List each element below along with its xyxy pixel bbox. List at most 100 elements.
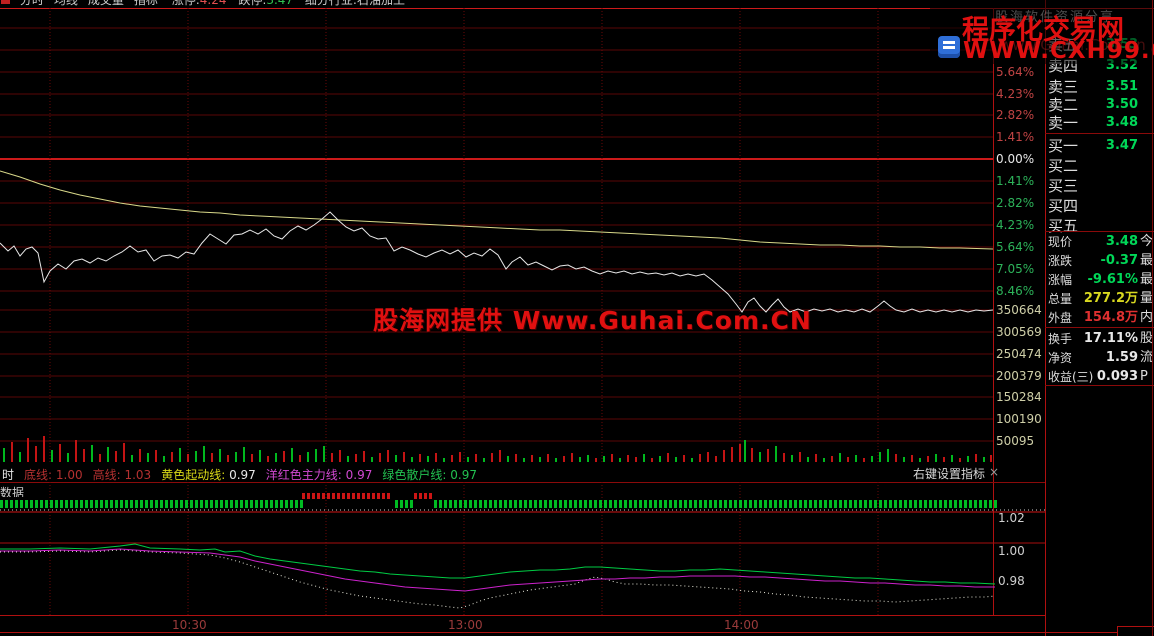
volume-bar	[759, 452, 761, 462]
volume-bar	[395, 455, 397, 462]
signal-bar-green	[405, 500, 408, 508]
quote-row-bid-4[interactable]: 买四	[1045, 197, 1154, 215]
signal-bar-green	[974, 500, 977, 508]
quote-row-net-asset[interactable]: 净资 1.59 流	[1045, 349, 1154, 367]
signal-bar-green	[819, 500, 822, 508]
menu-item-指标[interactable]: 指标	[133, 0, 158, 7]
volume-bar	[983, 457, 985, 462]
quote-row-bid-1[interactable]: 买一 3.47	[1045, 137, 1154, 155]
quote-row-ask-3[interactable]: 卖三 3.51	[1045, 78, 1154, 96]
quote-value: -9.61%	[1087, 272, 1139, 287]
signal-bar-green	[879, 500, 882, 508]
quote-label: 涨幅	[1048, 273, 1073, 287]
volume-bar	[347, 456, 349, 462]
signal-bar-green	[604, 500, 607, 508]
volume-bar	[887, 449, 889, 462]
signal-bar-red	[327, 493, 330, 499]
signal-bar-green	[200, 500, 203, 508]
quote-row-bid-2[interactable]: 买二	[1045, 157, 1154, 175]
signal-bar-green	[994, 500, 997, 508]
quote-row-total-volume[interactable]: 总量 277.2万量	[1045, 290, 1154, 308]
quote-row-change[interactable]: 涨跌 -0.37 最	[1045, 252, 1154, 270]
menu-item-分时[interactable]: 分时	[19, 0, 44, 7]
volume-bar	[339, 450, 341, 462]
signal-bar-green	[240, 500, 243, 508]
signal-bar-green	[944, 500, 947, 508]
volume-bar	[563, 456, 565, 462]
watermark-site-name: 程序化交易网	[962, 15, 1124, 46]
volume-bar	[475, 454, 477, 462]
quote-row-eps[interactable]: 收益(三) 0.093 P	[1045, 368, 1154, 386]
signal-bar-green	[569, 500, 572, 508]
volume-bar	[115, 451, 117, 462]
volume-bar	[879, 452, 881, 462]
volume-bar	[731, 447, 733, 462]
signal-bar-green	[444, 500, 447, 508]
price-axis-label: 5.64%	[996, 240, 1035, 254]
indicator-chart[interactable]	[0, 482, 1045, 615]
indicator-close-icon[interactable]: ×	[988, 465, 999, 479]
volume-bar	[539, 457, 541, 462]
volume-bar	[435, 453, 437, 462]
signal-bar-green	[829, 500, 832, 508]
signal-bar-green	[989, 500, 992, 508]
quote-row-change-pct[interactable]: 涨幅 -9.61% 最	[1045, 271, 1154, 289]
signal-bar-green	[270, 500, 273, 508]
volume-bar	[990, 455, 992, 462]
signal-bar-green	[395, 500, 398, 508]
indicator-header-divider	[0, 482, 1045, 483]
signal-bar-green	[954, 500, 957, 508]
quote-row-ask-2[interactable]: 卖二 3.50	[1045, 96, 1154, 114]
signal-bar-green	[589, 500, 592, 508]
volume-bar	[791, 455, 793, 462]
watermark-cxh99: 股海软件资源分享 www.Guhai.Com.cn 程序化交易网 WWW.CXH…	[930, 0, 1154, 64]
signal-bar-green	[10, 500, 13, 508]
signal-bar-red	[372, 493, 375, 499]
quote-row-bid-5[interactable]: 买五	[1045, 217, 1154, 235]
quote-value: 3.50	[1105, 97, 1138, 112]
volume-bar	[675, 457, 677, 462]
signal-bar-green	[979, 500, 982, 508]
signal-bar-green	[195, 500, 198, 508]
volume-bar	[499, 450, 501, 462]
volume-bar	[91, 445, 93, 462]
price-axis-label: 2.82%	[996, 108, 1035, 122]
signal-bar-red	[429, 493, 432, 499]
signal-bar-green	[35, 500, 38, 508]
signal-bar-green	[904, 500, 907, 508]
signal-bar-green	[924, 500, 927, 508]
quote-row-bid-3[interactable]: 买三	[1045, 177, 1154, 195]
quote-row-last-price[interactable]: 现价 3.48 今	[1045, 233, 1154, 251]
signal-bar-green	[654, 500, 657, 508]
quote-row-outer-volume[interactable]: 外盘 154.8万内	[1045, 309, 1154, 327]
volume-bar	[147, 453, 149, 462]
volume-bar	[715, 456, 717, 462]
menu-item-成交量[interactable]: 成交量	[87, 0, 124, 7]
volume-bar	[379, 453, 381, 462]
quote-row-turnover[interactable]: 换手 17.11% 股	[1045, 330, 1154, 348]
signal-bar-green	[524, 500, 527, 508]
signal-bar-green	[185, 500, 188, 508]
signal-bar-green	[80, 500, 83, 508]
signal-bar-green	[789, 500, 792, 508]
volume-bar	[643, 454, 645, 462]
volume-bar	[799, 452, 801, 462]
signal-bar-green	[964, 500, 967, 508]
quote-row-ask-1[interactable]: 卖一 3.48	[1045, 114, 1154, 132]
signal-bar-green	[814, 500, 817, 508]
time-label: 13:00	[448, 618, 483, 632]
watermark-site-url: WWW.CXH99.COM	[963, 38, 1154, 64]
intraday-chart[interactable]	[0, 8, 993, 463]
menu-item-均线[interactable]: 均线	[53, 0, 78, 7]
indicator-legend-item: 黄色起动线: 0.97	[161, 468, 256, 482]
signal-bar-green	[554, 500, 557, 508]
quote-col2-clipped: 最	[1140, 272, 1154, 287]
volume-bar	[595, 458, 597, 462]
signal-bar-red	[317, 493, 320, 499]
indicator-settings-hint[interactable]: 右键设置指标	[912, 467, 985, 481]
volume-bar	[3, 448, 5, 462]
signal-bar-green	[5, 500, 8, 508]
volume-bar	[807, 457, 809, 462]
volume-bar	[823, 458, 825, 462]
